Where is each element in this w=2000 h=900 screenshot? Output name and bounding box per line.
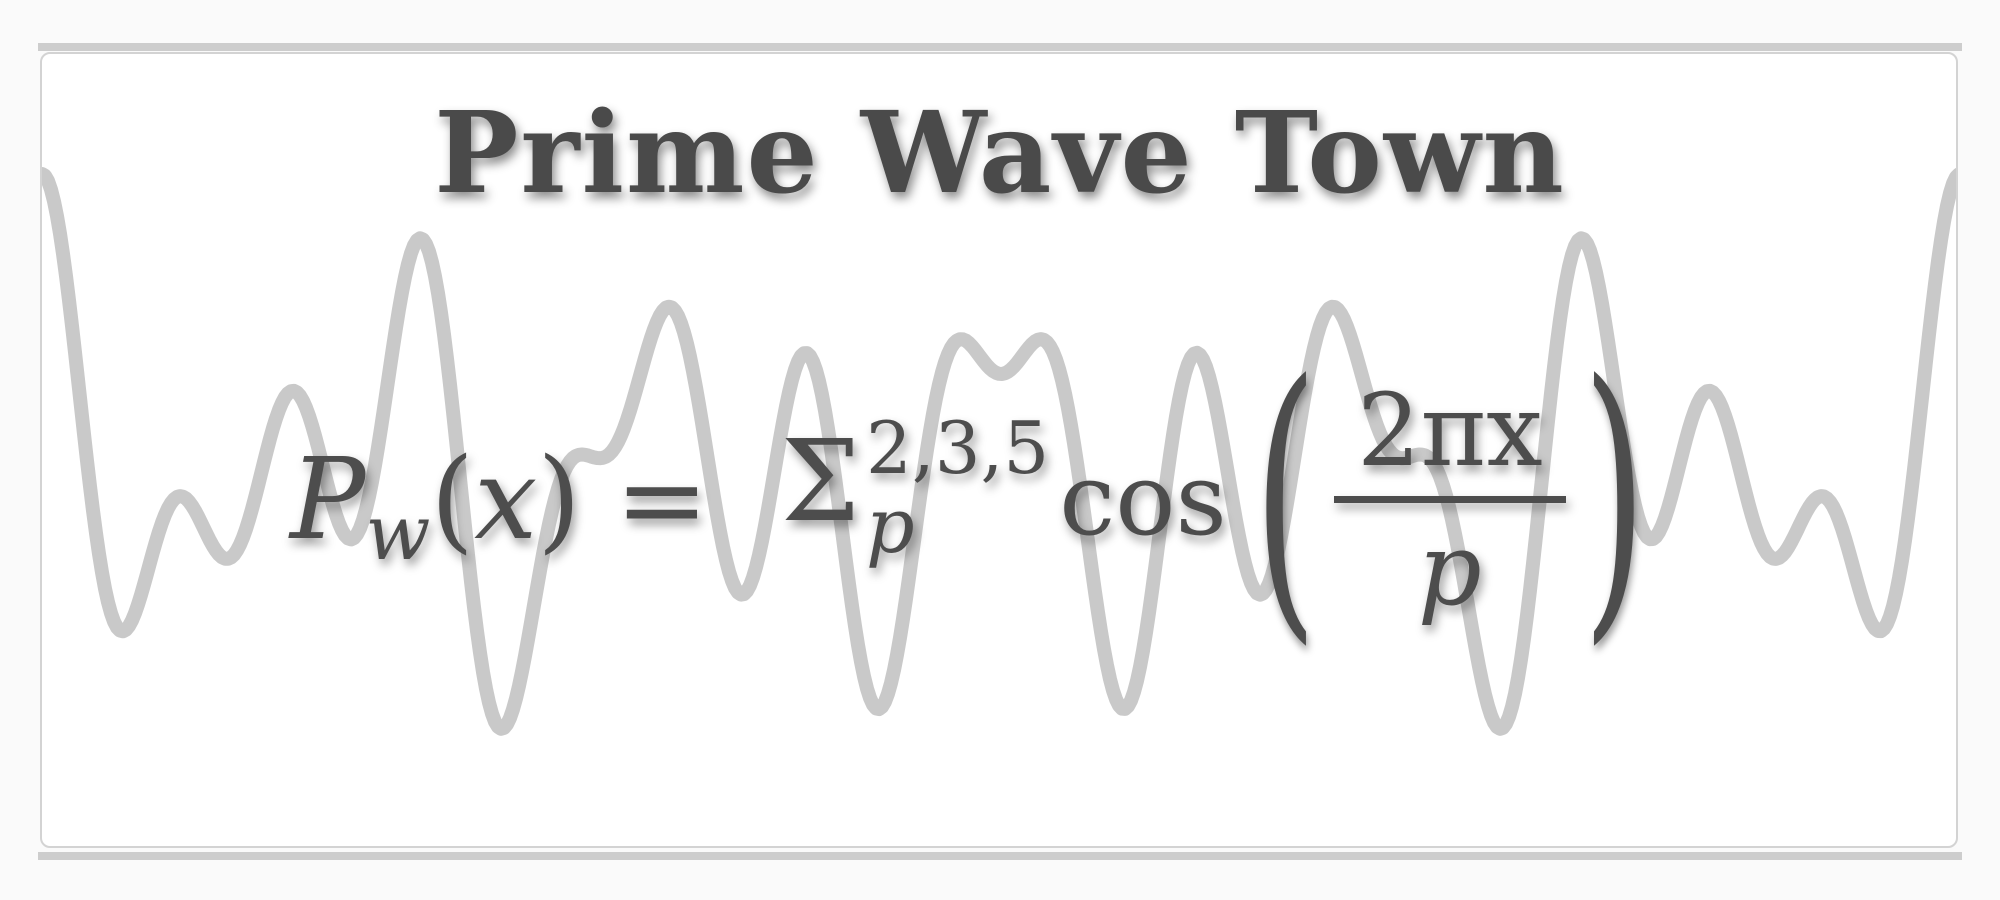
sigma-symbol: Σ: [780, 417, 861, 547]
summation-subscript: p: [866, 481, 915, 570]
formula-big-close-paren: ): [1582, 321, 1647, 670]
banner-frame: [40, 52, 1958, 848]
formula-variable: x: [474, 435, 538, 565]
fraction-numerator: 2πx: [1356, 371, 1543, 489]
formula-function-subscript: w: [365, 487, 431, 577]
top-divider: [38, 43, 1962, 51]
formula-summation: Σ 2,3,5 p: [780, 412, 1049, 574]
formula-big-open-paren: (: [1253, 321, 1318, 670]
fraction-bar: [1333, 495, 1566, 503]
fraction-denominator: p: [1417, 510, 1482, 628]
formula-cos: cos: [1059, 441, 1227, 558]
page-title: Prime Wave Town: [434, 88, 1566, 219]
prime-wave-graphic: [42, 167, 1956, 736]
formula-fraction: 2πx p: [1333, 371, 1566, 628]
summation-limits: 2,3,5 p: [866, 412, 1049, 574]
formula-open-paren: (: [430, 435, 475, 565]
summation-superscript: 2,3,5: [866, 406, 1050, 490]
bottom-divider: [38, 852, 1962, 860]
formula-equals: =: [615, 435, 709, 565]
formula-close-paren: ): [537, 435, 581, 565]
formula-function-name: P: [290, 435, 366, 565]
wave-formula: P w ( x ) = Σ 2,3,5 p cos ( 2πx p ): [290, 330, 1673, 670]
